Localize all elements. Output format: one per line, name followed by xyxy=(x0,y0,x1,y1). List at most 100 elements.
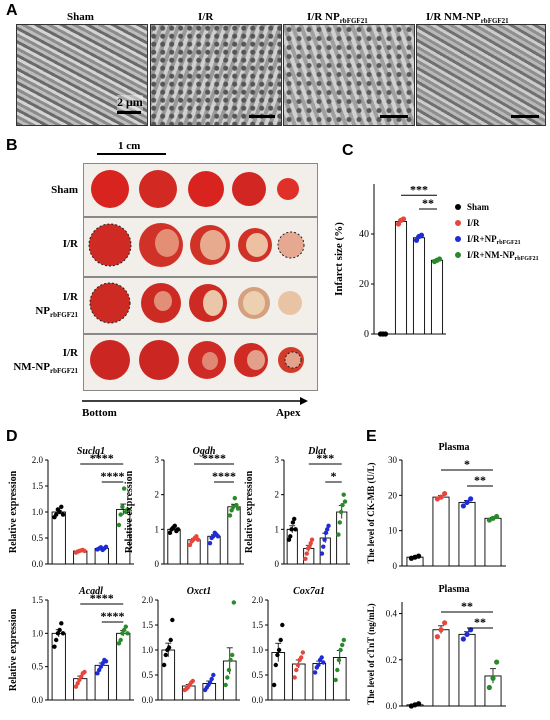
data-point xyxy=(195,537,201,542)
legend-label: Sham xyxy=(467,202,490,212)
data-point xyxy=(292,675,297,680)
data-point xyxy=(96,667,102,673)
legend-marker xyxy=(455,252,461,258)
data-point xyxy=(438,494,444,500)
data-point xyxy=(464,631,470,637)
tem-image-sham: 2 μm xyxy=(16,24,148,126)
y-tick-label: 0.4 xyxy=(386,609,398,619)
y-tick-label: 1.5 xyxy=(252,620,264,630)
data-point xyxy=(123,624,129,629)
data-point xyxy=(190,678,196,684)
y-tick-label: 0 xyxy=(364,329,369,340)
slice-row-ir xyxy=(88,223,305,267)
data-point xyxy=(321,544,326,549)
data-point xyxy=(211,672,216,678)
scale-line-1cm xyxy=(97,153,166,155)
data-point xyxy=(170,617,175,623)
data-point xyxy=(325,527,330,532)
data-point xyxy=(293,527,298,532)
data-point xyxy=(418,232,425,238)
slice-row-ir-nmnp xyxy=(90,340,304,380)
data-point xyxy=(100,661,105,666)
legend-label: I/R+NM-NPrbFGF21 xyxy=(467,250,539,262)
data-point xyxy=(323,530,329,535)
ogdh-chart: 0 1 2 3 Ogdh Relative expression **** **** xyxy=(124,446,244,569)
row-label-ir-nmnp: I/R NM-NPrbFGF21 xyxy=(13,347,78,376)
bar xyxy=(394,221,408,335)
scale-bar-label: 2 μm xyxy=(117,95,143,110)
data-point xyxy=(172,523,177,529)
bar xyxy=(430,259,444,335)
data-point xyxy=(307,544,312,549)
panel-e-letter: E xyxy=(366,428,377,445)
data-point xyxy=(118,637,123,643)
data-point xyxy=(82,669,87,675)
data-point xyxy=(289,527,294,532)
data-point xyxy=(98,664,104,669)
scale-bar-line xyxy=(380,115,408,118)
data-point xyxy=(166,645,172,650)
tem-image-ir-np xyxy=(283,24,415,126)
data-point xyxy=(341,637,347,643)
data-point xyxy=(309,537,315,542)
data-point xyxy=(486,684,492,691)
bar xyxy=(312,663,327,701)
suclg1-chart: 0.0 0.5 1.0 1.5 2.0 Suclg1 Relative expression… xyxy=(8,446,134,569)
tem-label-ir-nmnp: I/R NM-NPrbFGF21 xyxy=(426,11,509,26)
chart-title: Plasma xyxy=(438,442,469,453)
tem-image-ir xyxy=(150,24,282,126)
y-tick-label: 1.5 xyxy=(32,595,44,605)
data-point xyxy=(442,490,448,497)
data-point xyxy=(229,508,234,513)
y-tick-label: 1 xyxy=(275,524,280,534)
chart-title: Cox7a1 xyxy=(293,586,325,597)
data-point xyxy=(57,627,62,633)
bar xyxy=(51,511,66,565)
data-point xyxy=(322,537,327,542)
y-tick-label: 0.0 xyxy=(386,701,398,711)
data-point xyxy=(273,662,278,668)
data-point xyxy=(231,600,237,605)
y-tick-label: 0.0 xyxy=(142,695,154,705)
bar xyxy=(484,517,502,567)
tem-label-ir: I/R xyxy=(198,11,214,23)
data-point xyxy=(57,509,62,515)
data-point xyxy=(175,527,181,532)
data-point xyxy=(207,680,213,685)
data-point xyxy=(494,513,500,520)
significance-label: ** xyxy=(474,615,486,629)
data-point xyxy=(167,530,173,535)
data-point xyxy=(125,507,130,512)
chart-title: Oxct1 xyxy=(187,586,211,597)
data-point xyxy=(230,652,235,658)
y-tick-label: 0.5 xyxy=(32,662,44,672)
y-tick-label: 2.0 xyxy=(142,595,154,605)
significance-label: * xyxy=(331,469,337,483)
data-point xyxy=(271,682,277,688)
axis-bottom-label: Bottom xyxy=(82,407,117,419)
cox7a1-chart: 0.0 0.5 1.0 1.5 2.0 Cox7a1 xyxy=(252,586,350,705)
panel-b-letter: B xyxy=(6,137,18,154)
y-tick-label: 0.2 xyxy=(386,655,397,665)
data-point xyxy=(340,502,345,508)
data-point xyxy=(116,641,122,646)
significance-label: **** xyxy=(212,469,236,483)
data-point xyxy=(75,681,80,686)
significance-label: ** xyxy=(422,196,434,210)
significance-label: ** xyxy=(474,473,486,487)
data-point xyxy=(187,542,193,548)
data-point xyxy=(319,655,324,660)
y-tick-label: 3 xyxy=(155,455,160,465)
data-point xyxy=(59,621,64,626)
data-point xyxy=(168,637,173,643)
data-point xyxy=(316,662,321,668)
data-point xyxy=(400,216,407,222)
chart-title: Dlat xyxy=(307,446,327,457)
data-point xyxy=(225,675,230,680)
legend-label: I/R xyxy=(467,218,480,228)
y-axis-label: Infarct size (%) xyxy=(333,222,345,296)
bar xyxy=(207,535,221,565)
bar xyxy=(336,511,348,565)
data-point xyxy=(299,655,304,660)
